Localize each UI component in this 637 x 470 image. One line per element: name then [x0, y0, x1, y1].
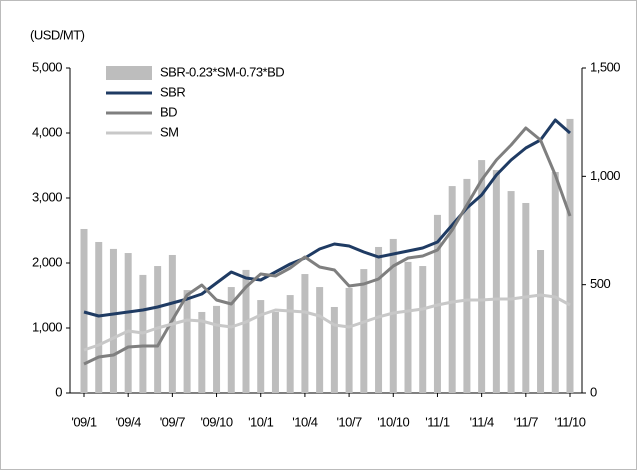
- bar: [330, 306, 338, 393]
- bar: [183, 290, 191, 393]
- bar: [404, 261, 412, 393]
- x-tick-label: '09/1: [71, 414, 97, 429]
- y-tick-label: 5,000: [32, 59, 62, 74]
- y2-tick-label: 0: [590, 384, 597, 399]
- y2-tick-label: 1,000: [590, 168, 620, 183]
- x-tick-label: '10/7: [336, 414, 362, 429]
- y-axis-label: (USD/MT): [30, 27, 85, 42]
- x-tick-label: '09/10: [201, 414, 233, 429]
- bar: [227, 287, 235, 393]
- bar: [124, 253, 132, 393]
- x-tick-label: '11/4: [469, 414, 494, 429]
- line: [83, 126, 572, 366]
- bar: [448, 186, 456, 393]
- x-tick-label: '11/1: [425, 414, 450, 429]
- bar: [198, 311, 206, 393]
- bar: [242, 269, 250, 393]
- x-tick-label: '10/4: [292, 414, 318, 429]
- bar: [360, 269, 368, 393]
- line: [83, 293, 571, 352]
- legend-label: BD: [160, 104, 177, 119]
- legend-label: SM: [160, 124, 179, 139]
- bar: [109, 248, 117, 393]
- bar: [375, 246, 383, 393]
- x-tick-label: '10/10: [377, 414, 409, 429]
- y-tick-label: 3,000: [32, 189, 62, 204]
- legend-swatch: [106, 66, 152, 80]
- legend-label: SBR-0.23*SM-0.73*BD: [160, 64, 284, 79]
- x-tick-label: '11/10: [554, 414, 585, 429]
- bar: [551, 172, 559, 393]
- bar: [566, 118, 574, 394]
- bar: [537, 250, 545, 393]
- bar: [80, 228, 88, 393]
- line: [83, 118, 571, 318]
- bar: [507, 191, 515, 393]
- bar: [345, 287, 353, 393]
- legend-label: SBR: [160, 84, 185, 99]
- bar: [257, 300, 265, 393]
- bar: [271, 311, 279, 393]
- bar: [316, 287, 324, 393]
- x-tick-label: '10/1: [248, 414, 274, 429]
- x-tick-label: '09/4: [116, 414, 142, 429]
- y-tick-label: 2,000: [32, 254, 62, 269]
- y-tick-label: 1,000: [32, 319, 62, 334]
- bar: [419, 266, 427, 393]
- bar: [301, 274, 309, 393]
- y2-tick-label: 500: [590, 276, 610, 291]
- x-tick-label: '11/7: [514, 414, 539, 429]
- x-tick-label: '09/7: [160, 414, 186, 429]
- bar: [286, 295, 294, 393]
- bar: [478, 160, 486, 393]
- bar: [463, 178, 471, 393]
- bar: [492, 170, 500, 393]
- y-tick-label: 4,000: [32, 124, 62, 139]
- bar: [213, 305, 221, 393]
- y-tick-label: 0: [55, 384, 62, 399]
- bar: [389, 238, 397, 393]
- y2-tick-label: 1,500: [590, 59, 620, 74]
